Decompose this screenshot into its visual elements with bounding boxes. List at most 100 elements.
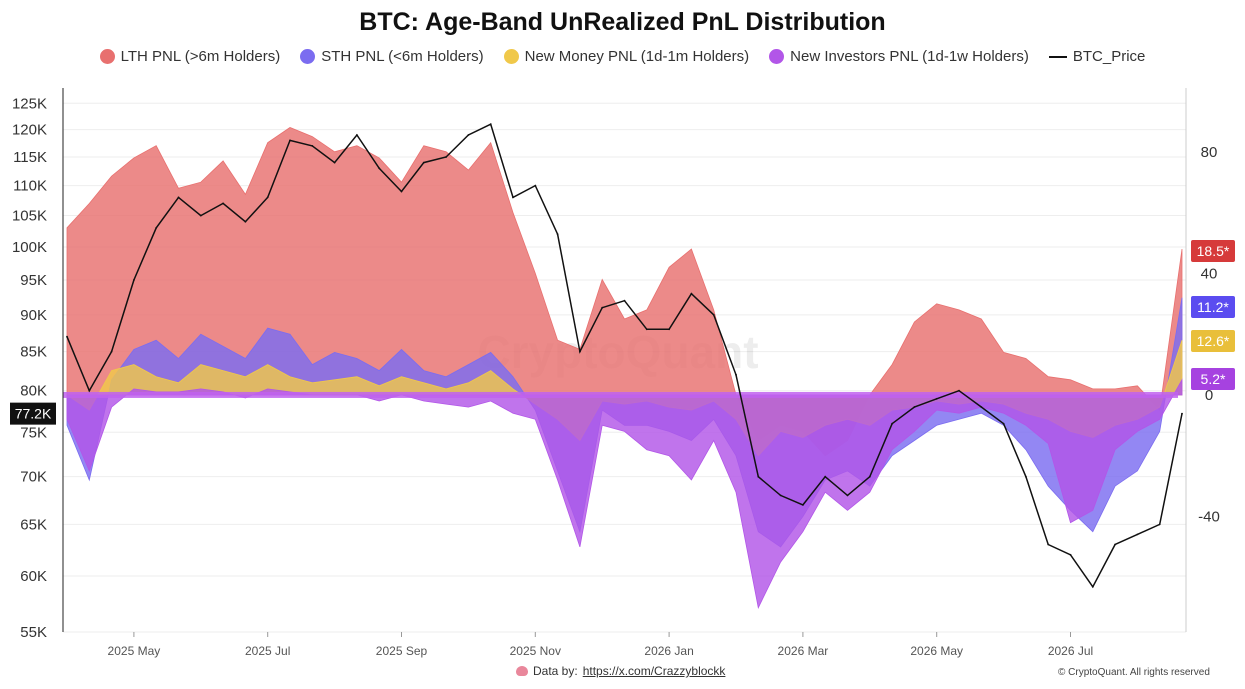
price-point [690, 292, 693, 295]
chart-plot: CryptoQuant55K60K65K70K75K80K85K90K95K10… [10, 88, 1235, 658]
price-point [1091, 585, 1094, 588]
legend-label: BTC_Price [1072, 48, 1146, 65]
y-left-tick-label: 75K [20, 424, 47, 441]
x-tick-label: 2026 May [910, 644, 963, 658]
price-point [422, 161, 425, 164]
x-tick-label: 2026 Jul [1048, 644, 1093, 658]
price-point [980, 406, 983, 408]
x-tick-label: 2025 May [108, 644, 161, 658]
price-point [1181, 412, 1183, 415]
price-point [512, 196, 514, 199]
price-point [935, 397, 938, 400]
price-point [958, 389, 960, 392]
price-point [199, 214, 202, 217]
price-point [868, 475, 871, 478]
value-badge [1191, 296, 1235, 318]
legend-item[interactable]: STH PNL (<6m Holders) [300, 48, 484, 65]
y-left-tick-label: 60K [20, 568, 47, 585]
y-left-tick-label: 90K [20, 307, 47, 324]
legend-item[interactable]: LTH PNL (>6m Holders) [99, 48, 281, 65]
price-point [467, 134, 470, 136]
y-right-tick-label: 0 [1205, 387, 1213, 404]
price-point [668, 328, 670, 331]
price-point [1047, 543, 1050, 546]
new-investors-band [63, 391, 1178, 398]
price-point [356, 134, 358, 136]
price-point [400, 190, 403, 193]
price-point [802, 504, 804, 506]
x-tick-label: 2026 Mar [778, 644, 829, 658]
legend-line-icon [1048, 55, 1067, 58]
value-badge [1191, 368, 1235, 390]
price-point [579, 350, 581, 353]
price-point [88, 389, 91, 392]
y-right-tick-label: -40 [1198, 509, 1220, 526]
legend-item[interactable]: New Money PNL (1d-1m Holders) [503, 48, 749, 65]
price-badge [10, 402, 56, 425]
y-left-tick-label: 115K [13, 149, 47, 166]
area-new [66, 378, 1183, 609]
data-source: Data by: https://x.com/Crazzyblockk [516, 664, 725, 678]
y-left-tick-label: 85K [20, 344, 47, 361]
price-point [1002, 422, 1005, 425]
price-badge-label: 77.2K [15, 406, 52, 422]
value-badge-label: 11.2* [1197, 299, 1229, 315]
chart-title: BTC: Age-Band UnRealized PnL Distributio… [359, 8, 886, 36]
price-point [712, 313, 715, 316]
price-point [601, 306, 604, 309]
price-point [110, 350, 113, 353]
y-left-tick-label: 65K [20, 516, 47, 533]
y-left-tick-label: 120K [12, 122, 47, 139]
y-right-tick-label: 80 [1201, 144, 1218, 161]
y-right-tick-label: 40 [1201, 265, 1218, 282]
legend-label: STH PNL (<6m Holders) [321, 48, 484, 65]
price-point [623, 299, 626, 302]
price-point [177, 196, 180, 199]
legend-dot-icon [300, 49, 316, 64]
price-point [1069, 553, 1072, 556]
price-point [155, 227, 158, 229]
legend-item[interactable]: BTC_Price [1048, 48, 1146, 65]
legend-label: New Investors PNL (1d-1w Holders) [790, 48, 1029, 65]
price-point [311, 145, 314, 147]
price-point [891, 422, 893, 425]
x-tick-label: 2025 Jul [245, 644, 290, 658]
source-link[interactable]: https://x.com/Crazzyblockk [582, 664, 726, 678]
price-point [1158, 523, 1161, 526]
legend-item[interactable]: New Investors PNL (1d-1w Holders) [769, 48, 1029, 65]
price-point [66, 335, 68, 338]
brain-icon [516, 666, 528, 676]
price-point [222, 202, 225, 205]
price-point [556, 233, 559, 236]
price-point [824, 475, 827, 478]
value-badge-label: 18.5* [1197, 243, 1230, 259]
x-tick-label: 2026 Jan [644, 644, 693, 658]
price-point [378, 167, 381, 170]
price-point [445, 156, 447, 158]
y-left-tick-label: 100K [12, 239, 47, 256]
value-badge [1191, 240, 1235, 262]
copyright: © CryptoQuant. All rights reserved [1058, 667, 1210, 678]
value-badge-label: 5.2* [1201, 371, 1226, 387]
y-left-tick-label: 95K [20, 272, 47, 289]
legend: LTH PNL (>6m Holders) STH PNL (<6m Holder… [0, 48, 1245, 65]
y-left-tick-label: 55K [20, 624, 47, 641]
price-point [244, 220, 247, 223]
value-badge-label: 12.6* [1197, 333, 1230, 349]
legend-label: LTH PNL (>6m Holders) [120, 48, 281, 65]
price-point [913, 406, 916, 408]
price-point [333, 161, 336, 164]
price-point [289, 139, 291, 142]
y-left-tick-label: 125K [12, 95, 47, 112]
x-tick-label: 2025 Nov [510, 644, 561, 658]
price-point [489, 123, 492, 126]
price-point [266, 196, 269, 199]
price-point [133, 279, 135, 281]
y-left-tick-label: 110K [13, 178, 47, 195]
price-point [1136, 533, 1139, 536]
y-left-tick-label: 105K [12, 208, 47, 225]
data-by-label: Data by: [533, 664, 578, 678]
legend-dot-icon [769, 49, 785, 64]
price-point [757, 475, 760, 478]
price-point [534, 184, 537, 187]
